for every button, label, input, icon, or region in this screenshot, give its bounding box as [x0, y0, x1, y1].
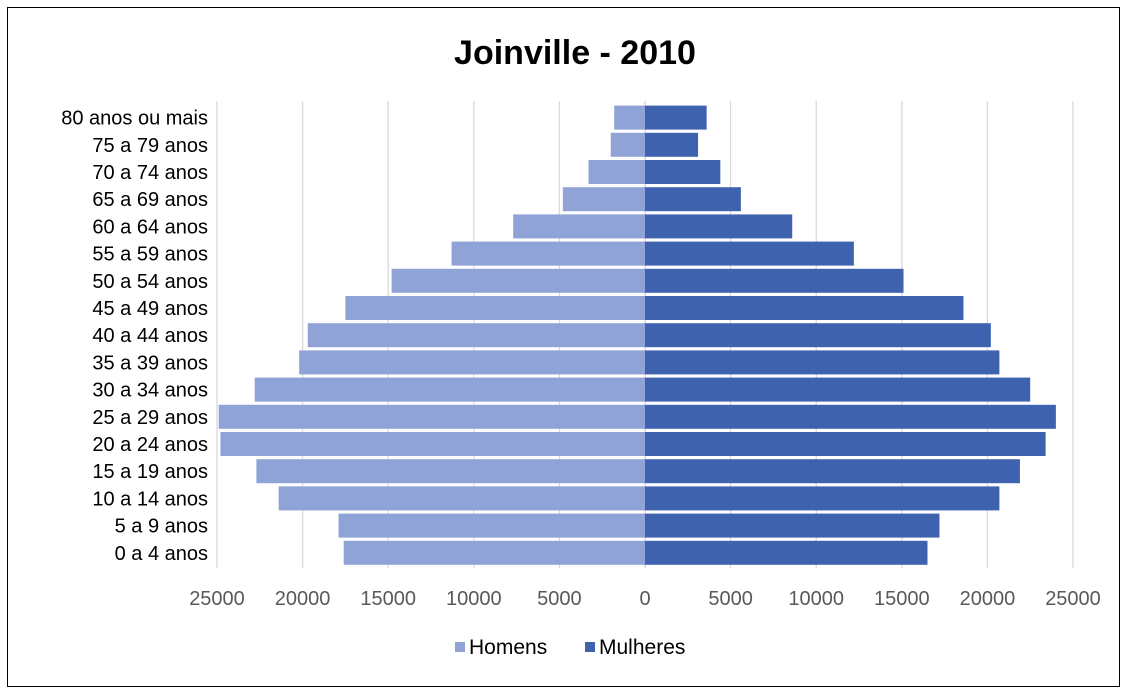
- category-label: 75 a 79 anos: [92, 135, 208, 157]
- bar-mulheres: [645, 540, 928, 565]
- bar-mulheres: [645, 513, 940, 538]
- x-tick-label: 20000: [960, 588, 1016, 610]
- chart-frame: Joinville - 2010 0 a 4 anos 5 a 9 anos 10 …: [7, 7, 1120, 687]
- bar-homens: [451, 241, 645, 266]
- bar-mulheres: [645, 214, 793, 239]
- category-label: 15 a 19 anos: [92, 461, 208, 483]
- bar-mulheres: [645, 459, 1020, 484]
- x-tick-label: 5000: [537, 588, 582, 610]
- bar-homens: [338, 513, 645, 538]
- category-label: 30 a 34 anos: [92, 380, 208, 402]
- bar-homens: [610, 132, 645, 157]
- bar-homens: [513, 214, 645, 239]
- category-label: 65 a 69 anos: [92, 189, 208, 211]
- category-label: 25 a 29 anos: [92, 407, 208, 429]
- bar-homens: [256, 459, 645, 484]
- x-axis-tick-labels: 25000 20000 15000 10000 5000 0 5000 10000 15000 2…: [189, 588, 1101, 610]
- legend-mulheres-label: Mulheres: [599, 636, 685, 659]
- x-tick-label: 25000: [189, 588, 245, 610]
- x-tick-label: 15000: [874, 588, 930, 610]
- category-label: 40 a 44 anos: [92, 325, 208, 347]
- category-label: 50 a 54 anos: [92, 271, 208, 293]
- bar-mulheres: [645, 132, 699, 157]
- x-tick-label: 20000: [275, 588, 331, 610]
- x-tick-label: 0: [639, 588, 650, 610]
- x-tick-label: 5000: [708, 588, 753, 610]
- category-label: 20 a 24 anos: [92, 434, 208, 456]
- x-tick-label: 25000: [1045, 588, 1101, 610]
- bar-mulheres: [645, 241, 854, 266]
- legend: Homens Mulheres: [455, 636, 685, 659]
- bar-homens: [254, 377, 645, 402]
- category-label: 35 a 39 anos: [92, 352, 208, 374]
- chart-title: Joinville - 2010: [454, 34, 696, 72]
- bar-mulheres: [645, 160, 721, 184]
- category-label: 70 a 74 anos: [92, 162, 208, 184]
- category-label: 80 anos ou mais: [61, 108, 208, 130]
- x-tick-label: 15000: [360, 588, 416, 610]
- population-pyramid-chart: Joinville - 2010 0 a 4 anos 5 a 9 anos 10 …: [61, 34, 1101, 659]
- bar-mulheres: [645, 404, 1056, 429]
- bar-homens: [278, 486, 645, 511]
- bar-homens: [220, 432, 645, 456]
- bar-homens: [218, 404, 645, 429]
- bar-homens: [307, 323, 645, 348]
- category-label: 10 a 14 anos: [92, 488, 208, 510]
- bar-homens: [391, 268, 645, 293]
- bars: [218, 105, 1056, 565]
- legend-homens-swatch: [455, 642, 465, 652]
- bar-mulheres: [645, 105, 707, 130]
- bar-mulheres: [645, 486, 1000, 511]
- bar-homens: [343, 540, 645, 565]
- bar-mulheres: [645, 296, 964, 320]
- bar-mulheres: [645, 187, 741, 212]
- bar-mulheres: [645, 350, 1000, 375]
- bar-homens: [614, 105, 645, 130]
- bar-homens: [345, 296, 645, 320]
- category-label: 45 a 49 anos: [92, 298, 208, 320]
- category-label: 5 a 9 anos: [115, 516, 208, 538]
- bar-homens: [562, 187, 645, 212]
- bar-homens: [299, 350, 645, 375]
- x-tick-label: 10000: [446, 588, 502, 610]
- category-labels: 0 a 4 anos 5 a 9 anos 10 a 14 anos 15 a 19 …: [61, 108, 208, 565]
- bar-mulheres: [645, 323, 991, 348]
- bar-homens: [588, 160, 645, 184]
- bar-mulheres: [645, 377, 1031, 402]
- bar-mulheres: [645, 268, 904, 293]
- x-tick-label: 10000: [788, 588, 844, 610]
- bar-mulheres: [645, 432, 1046, 456]
- category-label: 0 a 4 anos: [115, 543, 208, 565]
- category-label: 60 a 64 anos: [92, 216, 208, 238]
- legend-mulheres-swatch: [585, 642, 595, 652]
- legend-homens-label: Homens: [469, 636, 547, 659]
- category-label: 55 a 59 anos: [92, 244, 208, 266]
